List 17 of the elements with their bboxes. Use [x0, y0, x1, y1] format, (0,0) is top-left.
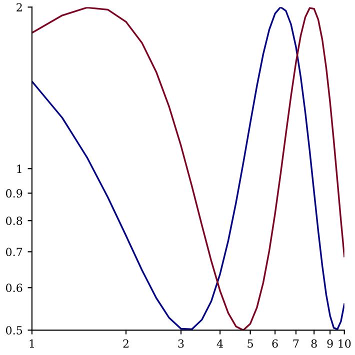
y-tick-label: 2: [16, 3, 22, 12]
y-tick-label: 0.6: [6, 284, 22, 292]
x-tick-label: 10: [338, 339, 351, 348]
x-tick-label: 6: [272, 339, 278, 348]
y-tick-label: 0.9: [6, 189, 22, 198]
y-tick-label: 0.7: [6, 248, 22, 256]
y-tick-label: 0.5: [6, 326, 22, 335]
x-tick-label: 8: [311, 339, 317, 348]
x-tick-label: 9: [327, 339, 333, 348]
x-tick-label: 7: [293, 340, 299, 348]
x-tick-label: 2: [123, 339, 128, 348]
x-tick-label: 1: [30, 339, 34, 348]
x-tick-label: 5: [248, 340, 253, 348]
y-tick-label: 0.8: [6, 216, 22, 226]
x-tick-label: 4: [216, 339, 224, 348]
y-tick-label: 1: [17, 164, 22, 173]
x-tick-label: 3: [178, 339, 184, 348]
